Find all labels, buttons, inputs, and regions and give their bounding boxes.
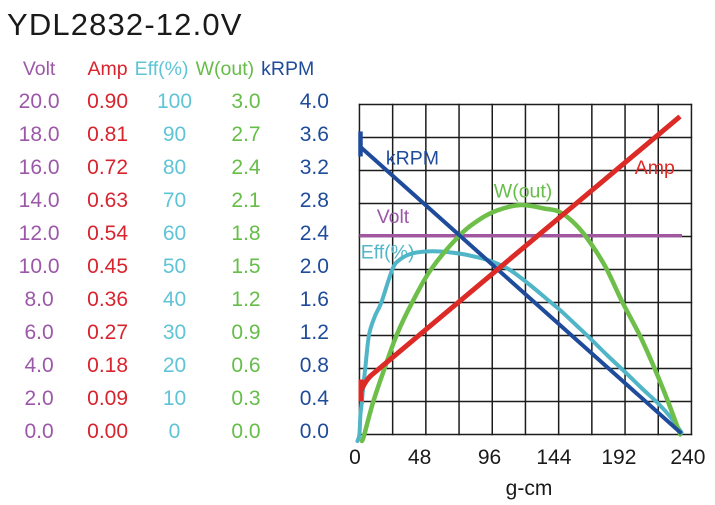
svg-text:kRPM: kRPM [386, 148, 439, 170]
svg-text:Amp: Amp [635, 157, 675, 179]
svg-text:g-cm: g-cm [506, 477, 553, 500]
svg-text:48: 48 [408, 446, 431, 469]
svg-text:240: 240 [670, 446, 705, 469]
svg-text:96: 96 [478, 446, 501, 469]
svg-text:Eff(%): Eff(%) [361, 242, 415, 264]
svg-text:W(out): W(out) [494, 181, 553, 203]
svg-text:192: 192 [601, 446, 636, 469]
svg-text:Volt: Volt [377, 206, 410, 228]
svg-text:0: 0 [349, 446, 361, 469]
svg-text:144: 144 [536, 446, 571, 469]
